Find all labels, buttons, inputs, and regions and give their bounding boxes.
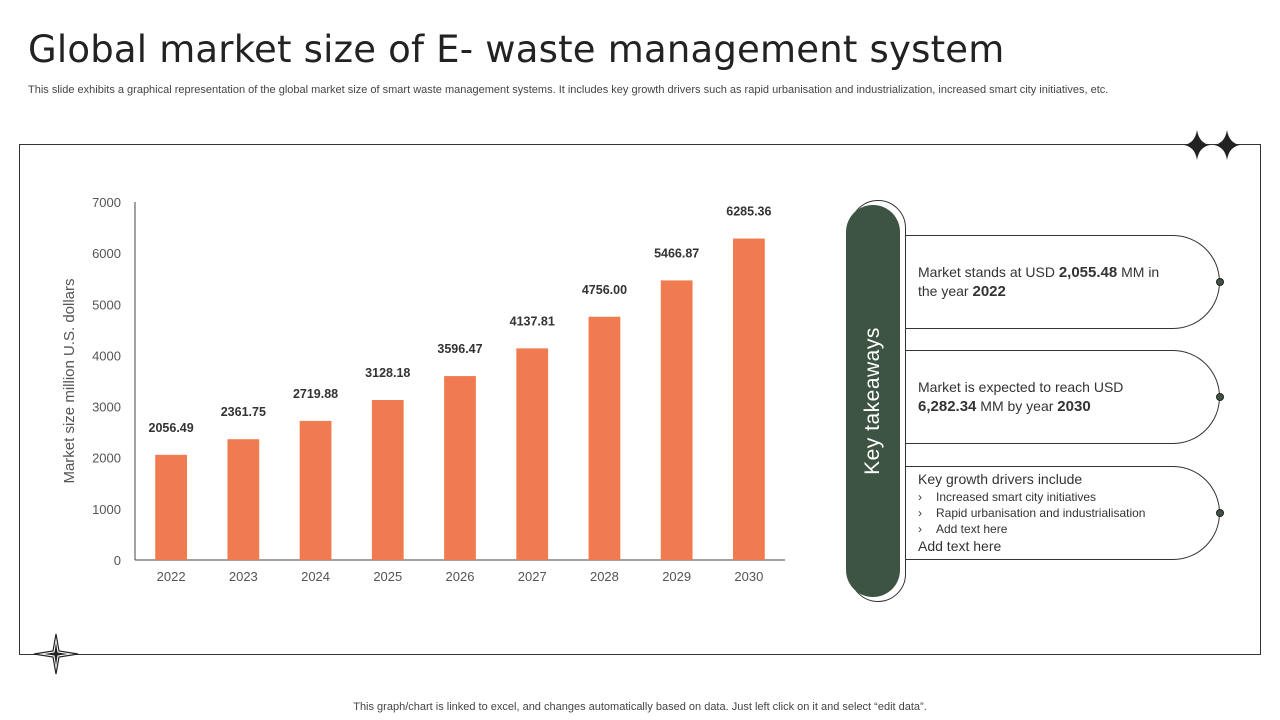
growth-drivers-list: Increased smart city initiatives Rapid u… <box>918 489 1179 537</box>
data-label: 6285.36 <box>726 205 771 219</box>
bar-2028 <box>588 316 621 560</box>
data-label: 4137.81 <box>510 314 555 328</box>
data-label: 3596.47 <box>437 342 482 356</box>
data-label: 4756.00 <box>582 283 627 297</box>
y-tick-label: 4000 <box>92 348 121 363</box>
x-tick-label: 2025 <box>373 569 402 584</box>
data-label: 2361.75 <box>221 405 266 419</box>
data-label: 2719.88 <box>293 387 338 401</box>
bar-2025 <box>371 400 404 560</box>
takeaway-card-current-market: Market stands at USD 2,055.48 MM in the … <box>906 235 1224 329</box>
key-takeaways-pill <box>846 205 900 597</box>
y-tick-label: 1000 <box>92 502 121 517</box>
slide-footer-note: This graph/chart is linked to excel, and… <box>353 701 927 713</box>
data-label: 2056.49 <box>149 421 194 435</box>
key-takeaways-label: Key takeaways <box>861 327 884 475</box>
list-item: Add text here <box>918 521 1179 537</box>
bar-chart: 0 1000 2000 3000 4000 5000 6000 7000 Market size… <box>61 195 785 584</box>
content-frame <box>19 144 1261 655</box>
y-tick-label: 5000 <box>92 297 121 312</box>
connector-dot <box>1216 509 1224 517</box>
slide-title: Global market size of E- waste managemen… <box>28 28 1005 71</box>
data-label: 3128.18 <box>365 366 410 380</box>
x-tick-label: 2023 <box>229 569 258 584</box>
slide-subtitle: This slide exhibits a graphical represen… <box>28 84 1109 96</box>
growth-drivers-extra: Add text here <box>918 538 1002 554</box>
takeaway-card-forecast: Market is expected to reach USD 6,282.34… <box>906 350 1224 444</box>
y-tick-label: 7000 <box>92 195 121 210</box>
y-tick-label: 6000 <box>92 246 121 261</box>
list-item: Rapid urbanisation and industrialisation <box>918 505 1179 521</box>
x-tick-label: 2030 <box>734 569 763 584</box>
connector-dot <box>1216 393 1224 401</box>
x-tick-label: 2028 <box>590 569 619 584</box>
y-tick-label: 3000 <box>92 400 121 415</box>
key-takeaways-panel: Key takeaways Market stands at USD 2,055… <box>840 195 1240 615</box>
bar-2022 <box>155 454 187 560</box>
y-tick-label: 2000 <box>92 451 121 466</box>
bar-2030 <box>733 238 765 560</box>
x-tick-label: 2024 <box>301 569 330 584</box>
x-tick-label: 2022 <box>157 569 186 584</box>
bar-2024 <box>299 420 332 560</box>
bar-2023 <box>227 439 260 560</box>
takeaway-text: Market is expected to reach USD 6,282.34… <box>918 379 1124 415</box>
sparkle-icon <box>1184 130 1240 160</box>
bar-2029 <box>660 280 693 560</box>
growth-drivers-heading: Key growth drivers include <box>918 471 1083 487</box>
connector-dot <box>1216 278 1224 286</box>
takeaway-text: Market stands at USD 2,055.48 MM in the … <box>918 264 1160 300</box>
x-tick-label: 2027 <box>518 569 547 584</box>
compass-star-icon <box>33 633 79 675</box>
y-axis-label: Market size million U.S. dollars <box>61 278 78 483</box>
bar-2026 <box>444 376 476 560</box>
y-tick-label: 0 <box>114 553 121 568</box>
x-tick-label: 2026 <box>446 569 475 584</box>
takeaway-card-growth-drivers: Key growth drivers include Increased sma… <box>906 466 1224 560</box>
data-label: 5466.87 <box>654 246 699 260</box>
x-tick-label: 2029 <box>662 569 691 584</box>
list-item: Increased smart city initiatives <box>918 489 1179 505</box>
bar-2027 <box>516 348 549 560</box>
